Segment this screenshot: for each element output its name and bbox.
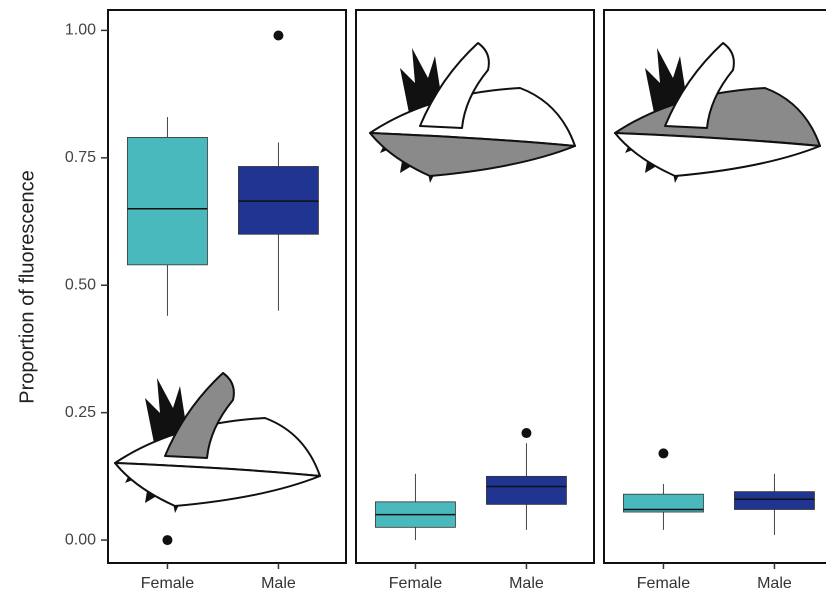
x-tick-label: Female bbox=[389, 575, 442, 592]
outlier bbox=[521, 428, 531, 438]
outlier bbox=[162, 535, 172, 545]
outlier bbox=[658, 448, 668, 458]
x-tick-label: Female bbox=[141, 575, 194, 592]
box bbox=[238, 166, 318, 234]
box bbox=[486, 476, 566, 504]
y-tick-label: 0.25 bbox=[65, 404, 96, 421]
y-tick-label: 0.75 bbox=[65, 149, 96, 166]
x-tick-label: Male bbox=[509, 575, 544, 592]
chart: Proportion of fluorescence 0.00 0.25 0.50 0… bbox=[0, 0, 826, 595]
outlier bbox=[273, 30, 283, 40]
y-tick-label: 0.00 bbox=[65, 531, 96, 548]
beak-illustration bbox=[115, 373, 320, 513]
beak-illustration bbox=[370, 43, 575, 183]
y-tick-label: 0.50 bbox=[65, 276, 96, 293]
x-tick-label: Female bbox=[637, 575, 690, 592]
x-tick-label: Male bbox=[261, 575, 296, 592]
box bbox=[734, 492, 814, 510]
beak-illustration bbox=[615, 43, 820, 183]
y-axis-title: Proportion of fluorescence bbox=[16, 170, 38, 403]
box bbox=[127, 137, 207, 264]
x-tick-label: Male bbox=[757, 575, 792, 592]
y-tick-label: 1.00 bbox=[65, 22, 96, 39]
